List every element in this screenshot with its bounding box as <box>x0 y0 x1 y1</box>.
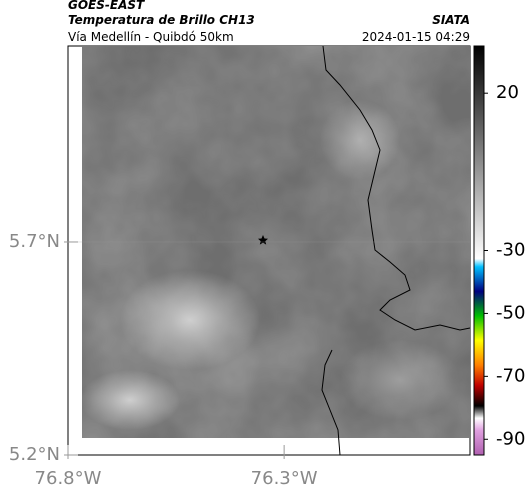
x-tick-label: 76.8°W <box>35 468 102 489</box>
colorbar-tick-label: -50 <box>496 302 525 323</box>
timestamp: 2024-01-15 04:29 <box>362 30 470 44</box>
colorbar-tick-label: -30 <box>496 240 525 261</box>
source: SIATA <box>432 13 470 27</box>
colorbar-tick-label: -90 <box>496 428 525 449</box>
y-tick-label: 5.2°N <box>9 444 60 465</box>
subtitle: Temperatura de Brillo CH13 <box>68 13 255 27</box>
colorbar-tick-label: 20 <box>496 82 519 103</box>
title: GOES-EAST <box>68 0 145 12</box>
x-tick-label: 76.3°W <box>251 468 318 489</box>
border <box>321 45 471 456</box>
colorbar <box>473 45 485 456</box>
colorbar-tick-label: -70 <box>496 365 525 386</box>
y-tick-label: 5.7°N <box>9 231 60 252</box>
route: Vía Medellín - Quibdó 50km <box>68 30 234 44</box>
